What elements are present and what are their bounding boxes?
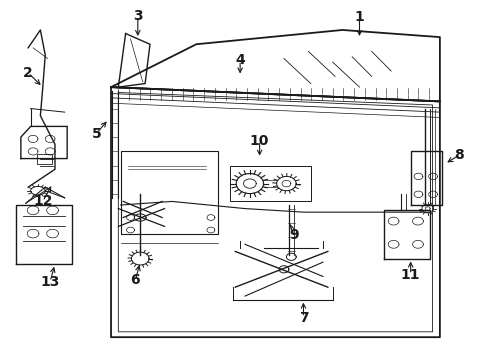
- Text: 7: 7: [298, 311, 308, 324]
- Bar: [37, 154, 51, 164]
- Bar: [230, 166, 311, 202]
- Text: 3: 3: [133, 9, 143, 23]
- Text: 6: 6: [130, 273, 140, 287]
- Text: 8: 8: [455, 148, 464, 162]
- Text: 1: 1: [355, 10, 365, 24]
- Text: 5: 5: [92, 127, 101, 140]
- Text: 2: 2: [24, 66, 33, 80]
- Text: 12: 12: [33, 194, 52, 208]
- Text: 13: 13: [40, 275, 60, 289]
- Text: 4: 4: [235, 53, 245, 67]
- Text: 9: 9: [289, 228, 298, 242]
- Text: 11: 11: [401, 268, 420, 282]
- Bar: [121, 152, 218, 234]
- Text: 10: 10: [250, 134, 270, 148]
